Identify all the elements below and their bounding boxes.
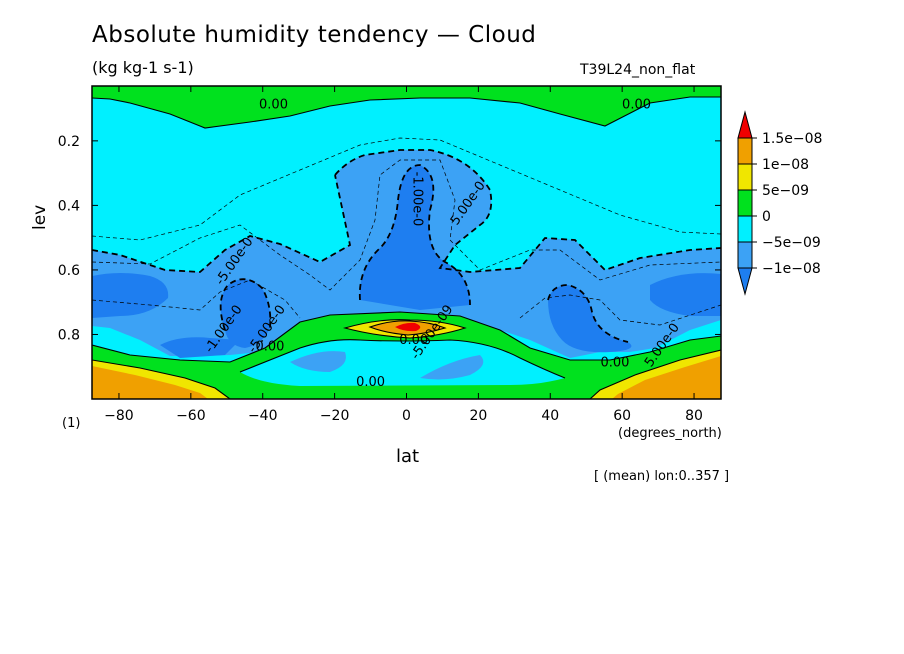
contour-label: 0.00 — [255, 340, 284, 355]
contour-thin-2 — [92, 159, 721, 291]
region-low-blue-right — [420, 355, 484, 380]
colorbar-segment — [737, 267, 753, 296]
contour-label: -1.00e-0 — [410, 172, 425, 227]
contour-label: 0.00 — [356, 375, 385, 390]
region-core-right-mid — [548, 285, 632, 353]
colorbar: 1.5e−08 1e−08 5e−09 0 −5e−09 −1e−08 — [737, 110, 822, 296]
region-core-right-polar — [650, 273, 721, 316]
colorbar-segment — [737, 110, 753, 139]
x-tick-label: 60 — [613, 408, 631, 424]
contour-label: 0.00 — [622, 98, 651, 113]
colorbar-label: 0 — [762, 209, 771, 225]
region-eq-red — [395, 322, 421, 332]
chart-title: Absolute humidity tendency — Cloud — [92, 22, 537, 48]
region-right-surface-orange — [612, 356, 721, 399]
contour-zero-top — [92, 96, 721, 129]
x-axis-label: lat — [396, 446, 420, 467]
contour-minus5e-09-left — [92, 174, 352, 273]
region-low-cyan — [240, 339, 565, 386]
contour-positive-eq-2 — [368, 320, 447, 336]
contour-thin-1 — [92, 137, 721, 241]
region-core-left-low — [160, 337, 240, 358]
colorbar-segment — [737, 241, 753, 269]
contour-label: 0.00 — [259, 98, 288, 113]
x-tick-label: −20 — [320, 408, 350, 424]
colorbar-label: 1e−08 — [762, 157, 809, 173]
colorbar-label: 1.5e−08 — [762, 131, 822, 147]
contour-positive-eq — [342, 319, 467, 339]
x-tick-label: −40 — [248, 408, 278, 424]
contour-thin-4 — [519, 294, 721, 326]
colorbar-segment — [737, 163, 753, 191]
x-axis-units: (degrees_north) — [618, 426, 722, 441]
contour-minus1e-08-rightmid — [547, 284, 629, 343]
contour-thin-3 — [92, 279, 301, 319]
region-core-left-mid — [220, 279, 271, 348]
region-top-positive — [92, 86, 721, 128]
x-tick-label: 0 — [402, 408, 411, 424]
colorbar-segment — [737, 215, 753, 243]
colorbar-label: −1e−08 — [762, 261, 821, 277]
contour-label: 0.00 — [399, 333, 428, 348]
run-label: T39L24_non_flat — [580, 62, 696, 78]
filled-contours — [92, 86, 721, 399]
averaging-note: [ (mean) lon:0..357 ] — [594, 469, 730, 484]
colorbar-label: −5e−09 — [762, 235, 821, 251]
negative-contours — [92, 149, 721, 343]
contour-minus1e-08-center — [358, 164, 471, 306]
x-tick-label: 80 — [685, 408, 703, 424]
contour-minus1e-08-leftmid — [219, 278, 272, 331]
region-low-blue-left — [290, 351, 346, 372]
contour-zero-low — [92, 311, 721, 363]
panel-label: (1) — [62, 416, 81, 431]
contour-zero-low-inner — [239, 339, 566, 379]
y-tick-label: 0.8 — [58, 327, 80, 343]
colorbar-segment — [737, 189, 753, 217]
y-tick-label: 0.2 — [58, 134, 80, 150]
y-tick-label: 0.4 — [58, 198, 80, 214]
region-left-surface-orange — [92, 366, 208, 399]
contour-label: 0.00 — [600, 356, 629, 371]
x-tick-label: 20 — [469, 408, 487, 424]
y-tick-label: 0.6 — [58, 263, 80, 279]
thin-contours — [92, 137, 721, 326]
colorbar-label: 5e−09 — [762, 183, 809, 199]
colorbar-segment — [737, 137, 753, 165]
contour-minus5e-09 — [334, 149, 721, 273]
y-axis-ticks: 0.2 0.4 0.6 0.8 — [58, 134, 721, 343]
x-axis-ticks: −80 −60 −40 −20 0 20 40 60 80 — [104, 86, 703, 424]
region-core-left-polar — [92, 273, 169, 318]
contour-positive-left — [92, 359, 231, 399]
contour-positive-right — [589, 349, 721, 399]
x-tick-label: 40 — [541, 408, 559, 424]
contour-lines — [92, 96, 721, 399]
chart-units: (kg kg-1 s-1) — [92, 58, 194, 77]
x-tick-label: −60 — [176, 408, 206, 424]
x-tick-label: −80 — [104, 408, 134, 424]
region-core-center — [359, 165, 470, 310]
